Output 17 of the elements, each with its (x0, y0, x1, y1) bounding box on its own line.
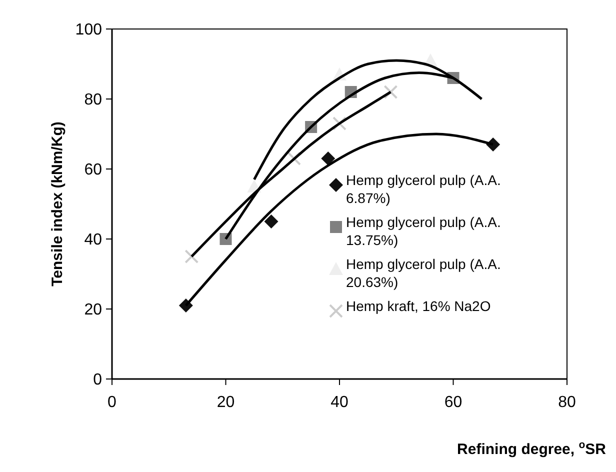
y-tick-label: 0 (93, 372, 102, 389)
y-axis-title: Tensile index (kNm/Kg) (49, 122, 66, 286)
legend-label: Hemp glycerol pulp (A.A. 6.87%) (346, 172, 501, 206)
legend-label: Hemp glycerol pulp (A.A. 13.75%) (346, 214, 501, 248)
x-tick-label: 20 (216, 394, 235, 411)
legend-label: Hemp glycerol pulp (A.A. 20.63%) (346, 256, 501, 290)
x-tick-label: 0 (108, 394, 117, 411)
x-tick-label: 60 (444, 394, 462, 411)
y-tick-label: 40 (84, 232, 102, 249)
legend-label: Hemp kraft, 16% Na2O (346, 298, 491, 314)
y-tick-label: 100 (75, 22, 102, 39)
y-tick-label: 60 (84, 162, 102, 179)
y-tick-label: 20 (84, 302, 102, 319)
x-tick-label: 80 (558, 394, 576, 411)
x-axis-title: Refining degree, $^{o}$SR (457, 439, 606, 458)
y-tick-label: 80 (84, 92, 102, 109)
x-tick-label: 40 (330, 394, 348, 411)
